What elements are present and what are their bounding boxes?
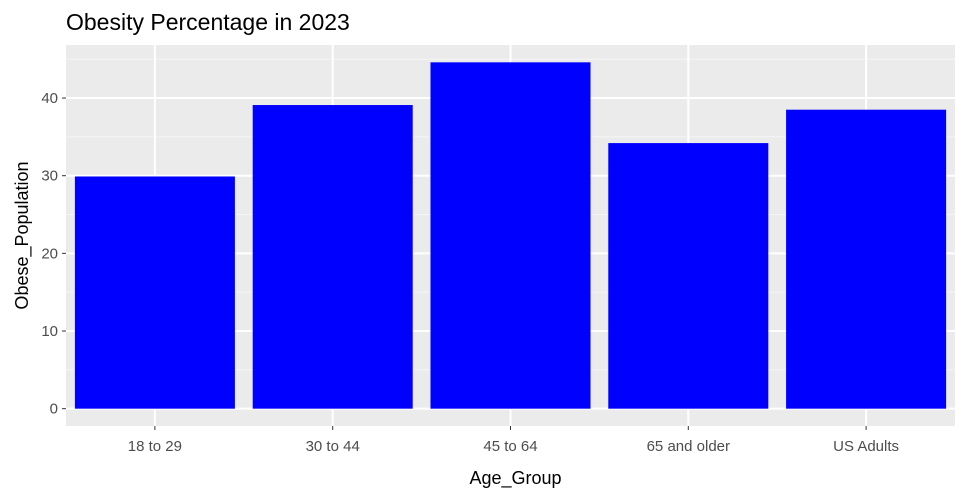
x-tick-label: 30 to 44 [306, 438, 360, 455]
x-axis-title: Age_Group [469, 468, 561, 489]
y-tick-label: 40 [41, 90, 58, 107]
x-tick-label: 18 to 29 [128, 438, 182, 455]
x-tick-label: 45 to 64 [483, 438, 537, 455]
chart-title: Obesity Percentage in 2023 [66, 9, 350, 35]
y-tick-label: 0 [50, 401, 58, 418]
y-tick-label: 20 [41, 245, 58, 262]
y-tick-label: 30 [41, 168, 58, 185]
y-axis: 0 10 20 30 40 [41, 90, 66, 418]
bars [74, 62, 947, 409]
x-axis: 18 to 29 30 to 44 45 to 64 65 and older US A… [128, 426, 899, 455]
bar [786, 109, 947, 409]
bar [252, 105, 413, 409]
y-axis-title: Obese_Population [12, 161, 33, 309]
y-tick-label: 10 [41, 323, 58, 340]
x-tick-label: 65 and older [647, 438, 730, 455]
bar [74, 176, 235, 409]
bar [608, 143, 769, 409]
x-tick-label: US Adults [833, 438, 899, 455]
bar [430, 62, 591, 409]
